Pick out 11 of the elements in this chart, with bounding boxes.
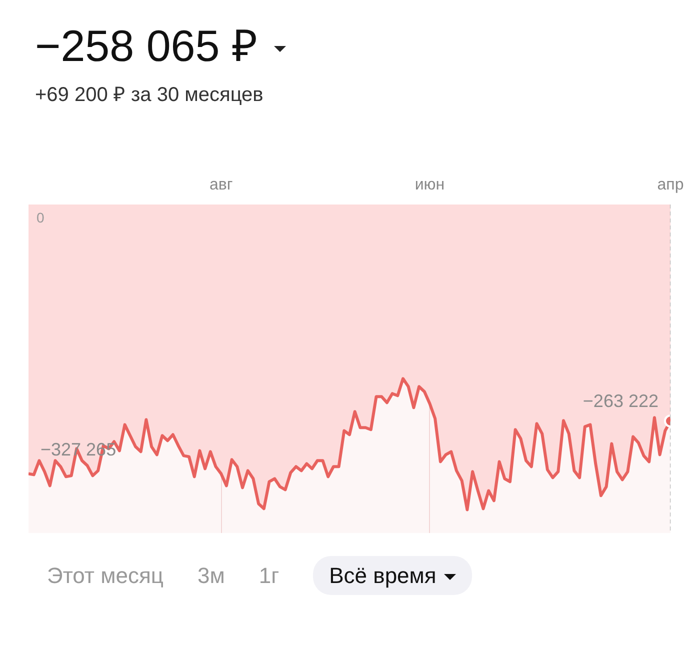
data-label: −263 222	[582, 391, 658, 411]
text: Этот месяц	[47, 563, 164, 588]
chart-title: −258 065 ₽	[35, 21, 259, 73]
x-tick-label: июн	[414, 176, 445, 194]
annotation: 0	[36, 210, 44, 226]
x-tick-label: апр	[657, 176, 684, 194]
text: 3м	[197, 563, 225, 588]
text: 1г	[258, 563, 280, 588]
text: Всё время	[313, 556, 472, 595]
x-tick-label: авг	[209, 176, 233, 194]
chart-subtitle: +69 200 ₽ за 30 месяцев	[35, 83, 264, 108]
